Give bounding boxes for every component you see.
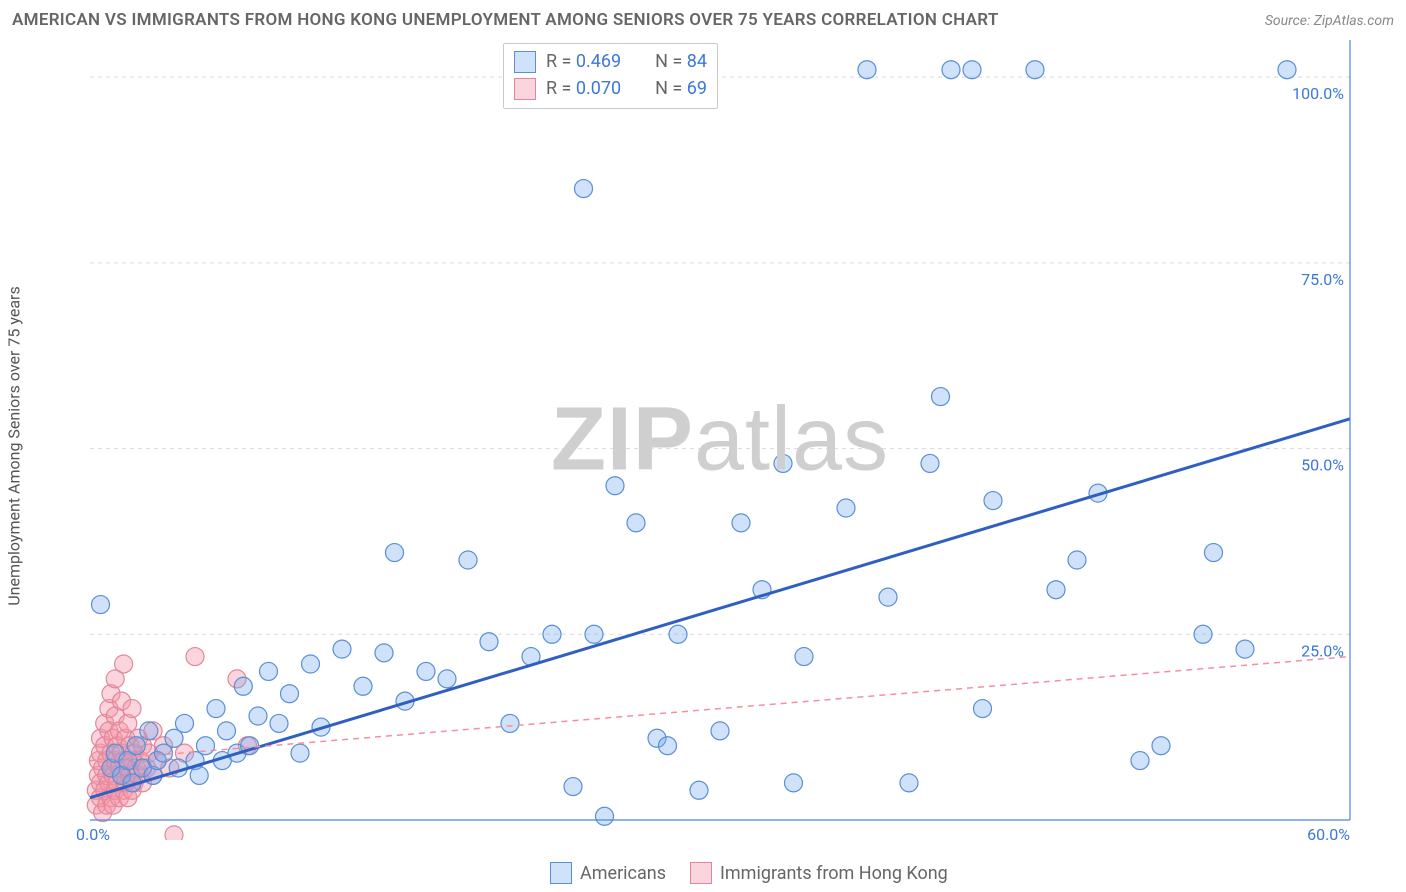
legend-n: N = 84	[655, 48, 707, 75]
data-point	[564, 778, 582, 796]
legend-label: Immigrants from Hong Kong	[720, 863, 948, 884]
data-point	[291, 744, 309, 762]
svg-text:100.0%: 100.0%	[1292, 84, 1344, 103]
data-point	[260, 662, 278, 680]
data-point	[984, 492, 1002, 510]
stats-legend: R = 0.469 N = 84 R = 0.070 N = 69	[503, 43, 718, 109]
data-point	[858, 61, 876, 79]
data-point	[190, 766, 208, 784]
data-point	[659, 737, 677, 755]
data-point	[974, 700, 992, 718]
y-axis-label: Unemployment Among Seniors over 75 years	[5, 286, 24, 605]
legend-swatch	[550, 862, 572, 884]
data-point	[606, 477, 624, 495]
data-point	[354, 677, 372, 695]
legend-label: Americans	[580, 863, 666, 884]
data-point	[942, 61, 960, 79]
data-point	[218, 722, 236, 740]
svg-text:25.0%: 25.0%	[1301, 641, 1344, 660]
data-point	[1047, 581, 1065, 599]
svg-text:75.0%: 75.0%	[1301, 270, 1344, 289]
chart-title: AMERICAN VS IMMIGRANTS FROM HONG KONG UN…	[12, 10, 999, 30]
data-point	[1068, 551, 1086, 569]
data-point	[123, 700, 141, 718]
stats-legend-row: R = 0.469 N = 84	[514, 48, 707, 75]
data-point	[459, 551, 477, 569]
data-point	[690, 781, 708, 799]
svg-text:50.0%: 50.0%	[1301, 456, 1344, 475]
data-point	[302, 655, 320, 673]
data-point	[837, 499, 855, 517]
data-point	[186, 648, 204, 666]
data-point	[795, 648, 813, 666]
data-point	[921, 454, 939, 472]
data-point	[417, 662, 435, 680]
svg-text:0.0%: 0.0%	[76, 825, 110, 840]
plot-area: 25.0%50.0%75.0%100.0%0.0%60.0% ZIPatlas …	[60, 40, 1380, 840]
legend-swatch	[690, 862, 712, 884]
data-point	[140, 722, 158, 740]
data-point	[281, 685, 299, 703]
legend-n: N = 69	[655, 75, 707, 102]
data-point	[480, 633, 498, 651]
legend-swatch	[514, 51, 536, 73]
data-point	[249, 707, 267, 725]
data-point	[386, 544, 404, 562]
series-legend: Americans Immigrants from Hong Kong	[550, 862, 948, 884]
legend-r: R = 0.070	[546, 75, 621, 102]
data-point	[774, 454, 792, 472]
data-point	[127, 737, 145, 755]
data-point	[501, 714, 519, 732]
svg-text:60.0%: 60.0%	[1307, 825, 1350, 840]
data-point	[1131, 752, 1149, 770]
data-point	[165, 826, 183, 840]
data-point	[1152, 737, 1170, 755]
data-point	[932, 388, 950, 406]
data-point	[627, 514, 645, 532]
data-point	[575, 180, 593, 198]
data-point	[333, 640, 351, 658]
data-point	[543, 625, 561, 643]
data-point	[1278, 61, 1296, 79]
data-point	[207, 700, 225, 718]
data-point	[1236, 640, 1254, 658]
data-point	[438, 670, 456, 688]
data-point	[732, 514, 750, 532]
data-point	[1205, 544, 1223, 562]
legend-r: R = 0.469	[546, 48, 621, 75]
stats-legend-row: R = 0.070 N = 69	[514, 75, 707, 102]
data-point	[92, 596, 110, 614]
data-point	[879, 588, 897, 606]
data-point	[1026, 61, 1044, 79]
data-point	[197, 737, 215, 755]
data-point	[375, 644, 393, 662]
data-point	[596, 807, 614, 825]
data-point	[270, 714, 288, 732]
data-point	[669, 625, 687, 643]
data-point	[785, 774, 803, 792]
source-label: Source: ZipAtlas.com	[1265, 13, 1394, 29]
data-point	[1194, 625, 1212, 643]
data-point	[711, 722, 729, 740]
data-point	[115, 655, 133, 673]
data-point	[176, 714, 194, 732]
legend-item: Americans	[550, 862, 666, 884]
data-point	[900, 774, 918, 792]
data-point	[234, 677, 252, 695]
legend-swatch	[514, 78, 536, 100]
legend-item: Immigrants from Hong Kong	[690, 862, 948, 884]
scatter-chart: 25.0% 50.0% 75.0% 100.0% 0.0% 60.0%	[60, 40, 1380, 840]
data-point	[963, 61, 981, 79]
data-point	[585, 625, 603, 643]
